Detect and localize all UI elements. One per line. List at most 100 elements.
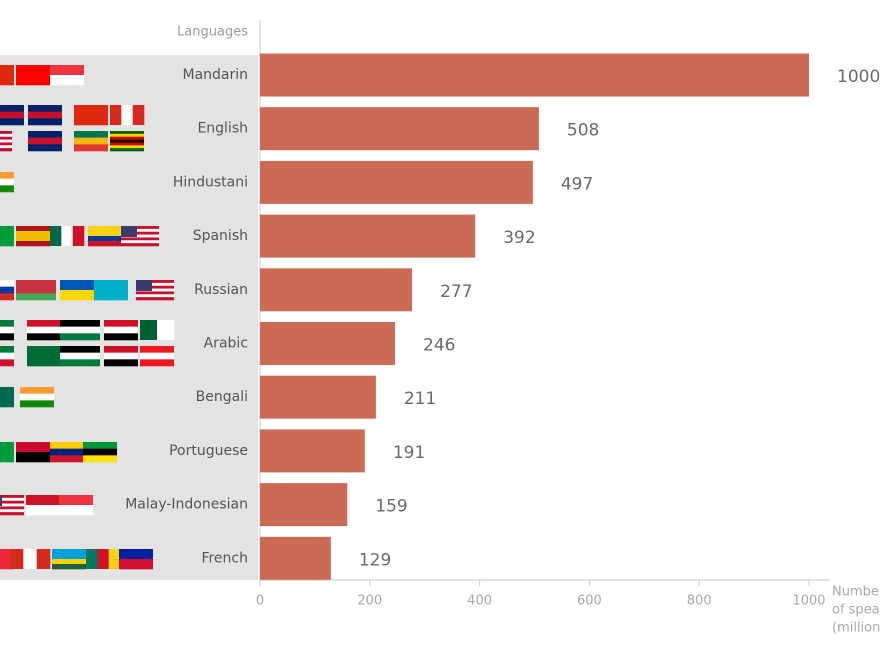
bar [260,483,348,527]
flag-stripe [0,326,14,334]
flag-stripe [0,286,14,294]
flag-stripe [121,240,159,244]
flag-stripe [0,142,12,146]
flag-stripe [28,131,62,138]
flag-stripe [0,105,24,112]
flag-stripe [28,144,62,152]
value-label: 159 [375,497,407,517]
flag-stripe [50,448,84,456]
flag-stripe [121,105,133,125]
flag-stripe [50,226,62,246]
flag-stripe [104,352,138,360]
flag-stripe [16,442,50,453]
flag-stripe [110,136,144,140]
flag-stripe [140,352,174,360]
flag-stripe [16,226,50,232]
flag-stripe [74,105,108,126]
flag-stripe [83,448,117,456]
flag-stripe [104,333,138,341]
flag-stripe [110,139,144,143]
flag-stripe [60,320,100,327]
flag-stripe [0,133,12,138]
value-label: 392 [503,228,535,248]
flag-stripe [136,297,174,301]
flag-stripe [157,320,175,340]
x-axis-title: Number [832,585,880,600]
flag-stripe [104,346,138,353]
flag-stripe [59,505,93,516]
flag-stripe [28,118,62,126]
bar [260,375,376,419]
flag-stripe [0,293,14,301]
flag-stripe [74,137,108,145]
flag-stripe [110,131,144,135]
flag-stripe [108,549,121,569]
flag-stripe [0,359,14,367]
flag-stripe [52,564,86,570]
value-label: 277 [440,282,472,302]
flag-canton [0,495,2,506]
flag-stripe [59,495,93,506]
flag-stripe [74,131,108,138]
flag-stripe [110,145,144,149]
x-tick-label: 800 [687,594,712,609]
flag-stripe [110,105,122,125]
category-label: Mandarin [182,67,248,83]
flag-stripe [16,241,50,247]
category-label: Arabic [204,336,248,352]
flag-stripe [0,172,14,179]
flag-stripe [0,497,24,502]
bar [260,160,533,204]
flag-stripe [88,236,122,242]
flag-stripe [74,144,108,152]
flag-stripe [0,320,14,327]
flag-stripe [132,105,145,125]
flag-stripe [60,280,94,291]
flag-stripe [0,136,12,140]
flag-stripe [136,294,174,298]
flag-stripe [0,111,24,119]
flag-stripe [16,286,56,294]
flag-stripe [52,554,86,560]
flag-stripe [0,495,24,499]
bar [260,214,476,258]
flag-stripe [0,509,24,513]
flag-stripe [0,65,14,86]
x-tick-label: 200 [357,594,382,609]
flag-stripe [0,346,14,353]
flag-stripe [16,65,50,86]
value-label: 508 [567,121,599,141]
flag-stripe [88,241,122,247]
flag-stripe [27,333,61,341]
flag-stripe [61,226,73,246]
category-label: French [201,550,248,566]
category-label: Portuguese [169,443,248,459]
flag-stripe [0,500,24,504]
flag-stripe [72,226,85,246]
flag-stripe [0,118,24,126]
bar [260,268,413,312]
flag-stripe [94,280,128,301]
bar [260,536,331,580]
flag-stripe [83,455,117,463]
flag-stripe [104,326,138,334]
flag-stripe [27,320,61,327]
value-label: 246 [423,336,455,356]
bar [260,322,396,365]
flag-stripe [0,148,12,152]
flag-stripe [121,237,159,241]
flag-stripe [0,387,14,408]
flag-stripe [140,359,174,367]
flag-stripe [0,280,14,287]
flag-stripe [16,280,56,287]
flag-stripe [110,133,144,138]
flag-stripe [88,231,122,237]
flag-stripe [20,387,54,394]
flag-stripe [27,346,61,367]
flag-canton [136,280,152,291]
flag-stripe [140,320,158,340]
flag-stripe [60,346,100,353]
flag-stripe [23,549,37,569]
flag-stripe [60,333,100,341]
